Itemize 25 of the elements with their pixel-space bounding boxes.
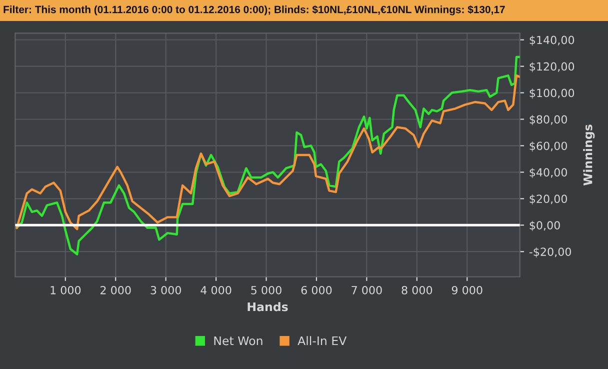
x-tick-label: 3 000	[150, 286, 182, 294]
y-tick-label: $140,00	[530, 36, 574, 46]
x-axis-title: Hands	[248, 302, 288, 312]
x-tick-label: 9 000	[452, 286, 482, 294]
y-tick-label: $20,00	[530, 194, 568, 205]
y-axis-title: Winnings	[583, 124, 595, 186]
x-tick-label: 5 000	[251, 286, 282, 294]
y-tick-label: $80,00	[530, 115, 568, 126]
line-series	[16, 74, 520, 230]
legend-label: All-In EV	[298, 336, 347, 346]
y-tick-label: $120,00	[530, 62, 574, 72]
legend-label: Net Won	[214, 336, 262, 346]
chart-title: Filter: This month (01.11.2016 0:00 to 01.12.2016 0:00); Blinds: $10NL,£10NL,€10NL Winnings: $130,17	[4, 5, 505, 16]
x-tick-label: 7 000	[352, 286, 382, 294]
x-tick-label: 6 000	[301, 286, 332, 294]
line-series	[16, 56, 520, 256]
y-tick-label: -$20,00	[529, 247, 572, 258]
x-tick-label: 4 000	[200, 286, 232, 294]
y-tick-label: $60,00	[530, 141, 568, 152]
y-tick-label: $40,00	[530, 168, 568, 178]
y-tick-label: $100,00	[530, 88, 574, 99]
y-tick-label: $0,00	[530, 220, 560, 231]
x-tick-label: 8 000	[402, 286, 432, 294]
x-tick-label: 2 000	[100, 286, 131, 294]
x-tick-label: 1 000	[50, 286, 81, 294]
